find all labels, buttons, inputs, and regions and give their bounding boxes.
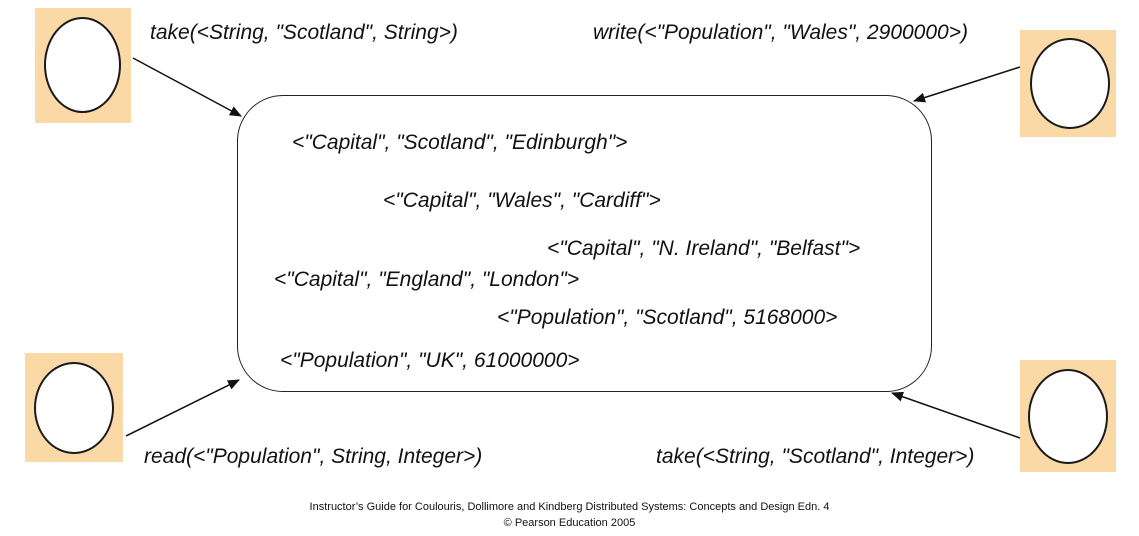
footer-credit: Instructor’s Guide for Coulouris, Dollim… — [309, 501, 830, 513]
tuple-item: <"Capital", "Wales", "Cardiff"> — [383, 189, 661, 212]
arrow-bottom-left — [125, 379, 240, 437]
arrow-top-left — [132, 57, 242, 117]
operation-label-top-left: take(<String, "Scotland", String>) — [150, 21, 458, 44]
tuple-space — [237, 95, 932, 392]
process-circle-bottom-left — [34, 362, 114, 454]
tuple-item: <"Capital", "England", "London"> — [274, 268, 580, 291]
arrow-bottom-right — [891, 391, 1021, 439]
process-circle-top-left — [44, 17, 121, 113]
tuple-item: <"Capital", "Scotland", "Edinburgh"> — [292, 131, 628, 154]
tuple-item: <"Population", "UK", 61000000> — [280, 349, 580, 372]
tuple-item: <"Population", "Scotland", 5168000> — [497, 306, 838, 329]
footer-copyright: © Pearson Education 2005 — [503, 517, 636, 529]
operation-label-top-right: write(<"Population", "Wales", 2900000>) — [593, 21, 968, 44]
operation-label-bottom-left: read(<"Population", String, Integer>) — [144, 445, 483, 468]
arrow-top-right — [913, 66, 1021, 103]
process-circle-bottom-right — [1028, 369, 1108, 464]
tuple-item: <"Capital", "N. Ireland", "Belfast"> — [547, 237, 861, 260]
process-circle-top-right — [1030, 38, 1110, 129]
operation-label-bottom-right: take(<String, "Scotland", Integer>) — [656, 445, 975, 468]
